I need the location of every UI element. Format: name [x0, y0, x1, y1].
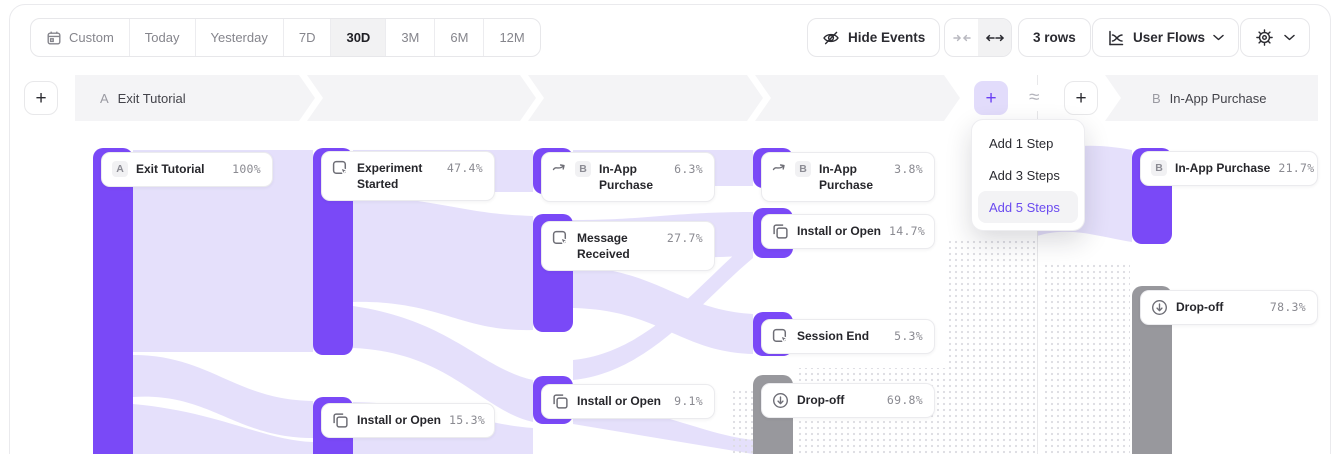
- copy-squares-icon: [332, 412, 349, 429]
- flow-chart-icon: [1107, 29, 1125, 47]
- copy-squares-icon: [552, 393, 569, 410]
- date-range-3m[interactable]: 3M: [386, 19, 436, 56]
- add-steps-menu: Add 1 Step Add 3 Steps Add 5 Steps: [971, 119, 1085, 231]
- date-range-7d[interactable]: 7D: [284, 19, 332, 56]
- hide-events-button[interactable]: Hide Events: [807, 18, 941, 57]
- hide-events-label: Hide Events: [848, 30, 926, 45]
- action-event-icon: [772, 328, 789, 345]
- approx-join-icon: ≈: [1026, 85, 1043, 111]
- node-in-app-purchase[interactable]: B In-App Purchase 6.3%: [541, 152, 715, 203]
- drop-off-icon: [772, 392, 789, 409]
- node-drop-off[interactable]: Drop-off 69.8%: [761, 383, 935, 419]
- flow-a-step-2-band[interactable]: [307, 75, 536, 121]
- add-steps-button-active[interactable]: +: [974, 81, 1008, 115]
- flow-bar-exit-tutorial[interactable]: [93, 148, 133, 454]
- node-exit-tutorial[interactable]: A Exit Tutorial 100%: [101, 152, 273, 188]
- settings-dropdown[interactable]: [1240, 18, 1310, 57]
- eye-off-icon: [822, 29, 840, 47]
- add-flow-button[interactable]: +: [24, 81, 58, 115]
- flow-a-step-4-band[interactable]: [755, 75, 960, 121]
- gear-icon: [1255, 28, 1274, 47]
- jump-arrow-icon: [772, 161, 787, 174]
- node-message-received[interactable]: Message Received 27.7%: [541, 221, 715, 272]
- date-range-selector: Custom Today Yesterday 7D 30D 3M 6M 12M: [30, 18, 541, 57]
- flow-a-letter: A: [100, 90, 109, 106]
- date-range-6m[interactable]: 6M: [435, 19, 485, 56]
- chevron-down-icon: [1284, 34, 1295, 41]
- arrows-out-icon: [985, 31, 1004, 45]
- view-type-label: User Flows: [1133, 30, 1206, 45]
- flow-b-title: In-App Purchase: [1169, 90, 1267, 106]
- node-install-or-open[interactable]: Install or Open 14.7%: [761, 214, 935, 250]
- flow-b-badge: B: [795, 161, 811, 177]
- flow-a-title: Exit Tutorial: [117, 90, 186, 106]
- add-step-flow-b-button[interactable]: +: [1064, 81, 1098, 115]
- node-in-app-purchase[interactable]: B In-App Purchase 3.8%: [761, 152, 935, 203]
- flow-a-step-1-band[interactable]: [75, 75, 315, 121]
- date-range-label: Custom: [69, 30, 114, 45]
- menu-item-add-1-step[interactable]: Add 1 Step: [989, 135, 1054, 151]
- view-type-dropdown[interactable]: User Flows: [1092, 18, 1240, 57]
- node-install-or-open[interactable]: Install or Open 15.3%: [321, 403, 495, 439]
- rows-count-button[interactable]: 3 rows: [1018, 18, 1091, 57]
- action-event-icon: [552, 230, 569, 247]
- calendar-icon: [46, 30, 62, 46]
- collapse-expand-toggle: [944, 18, 1012, 57]
- drop-off-icon: [1151, 299, 1168, 316]
- jump-arrow-icon: [552, 161, 567, 174]
- date-range-today[interactable]: Today: [130, 19, 196, 56]
- arrows-in-icon: [952, 31, 971, 45]
- collapse-columns-button[interactable]: [945, 19, 978, 56]
- date-range-yesterday[interactable]: Yesterday: [196, 19, 284, 56]
- flow-b-letter: B: [1152, 90, 1161, 106]
- action-event-icon: [332, 160, 349, 177]
- expand-columns-button[interactable]: [978, 19, 1011, 56]
- flow-a-step-3-band[interactable]: [528, 75, 763, 121]
- menu-item-add-3-steps[interactable]: Add 3 Steps: [989, 167, 1060, 183]
- menu-item-add-5-steps[interactable]: Add 5 Steps: [978, 191, 1078, 223]
- flow-b-header: B In-App Purchase: [1152, 75, 1267, 121]
- date-range-custom[interactable]: Custom: [31, 19, 130, 56]
- flow-b-badge: B: [1151, 160, 1167, 176]
- rows-count-label: 3 rows: [1033, 30, 1076, 45]
- flow-divider: [1037, 75, 1038, 454]
- flow-a-badge: A: [112, 161, 128, 177]
- flow-a-header: A Exit Tutorial: [100, 75, 186, 121]
- copy-squares-icon: [772, 223, 789, 240]
- date-range-30d-selected[interactable]: 30D: [331, 19, 387, 56]
- node-session-end[interactable]: Session End 5.3%: [761, 319, 935, 355]
- node-install-or-open[interactable]: Install or Open 9.1%: [541, 384, 715, 420]
- date-range-12m[interactable]: 12M: [499, 30, 525, 45]
- node-b-in-app-purchase[interactable]: B In-App Purchase 21.7%: [1140, 151, 1318, 187]
- node-b-drop-off[interactable]: Drop-off 78.3%: [1140, 290, 1318, 326]
- flow-b-step-1-band[interactable]: [1105, 75, 1318, 121]
- node-experiment-started[interactable]: Experiment Started 47.4%: [321, 151, 495, 202]
- flow-b-badge: B: [575, 161, 591, 177]
- chevron-down-icon: [1213, 34, 1224, 41]
